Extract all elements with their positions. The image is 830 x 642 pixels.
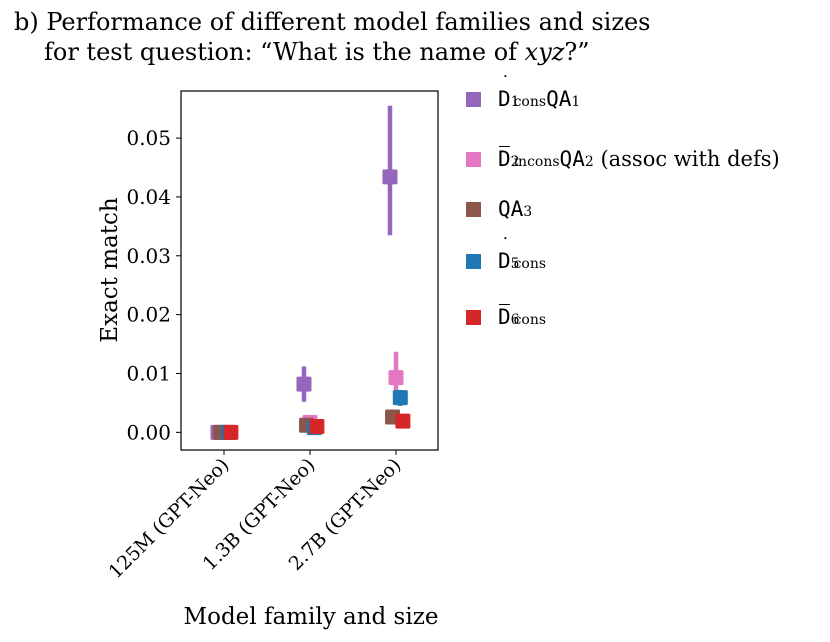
legend-label: D 6 cons [498,303,547,329]
data-point [296,376,312,392]
y-tick-label: 0.02 [126,303,171,327]
legend-label: D 2 incons QA 2 (assoc with defs) [498,145,780,171]
legend-superscript: cons [513,255,547,272]
legend-symbol: D [498,75,511,110]
legend-subscript: 5 [510,255,520,272]
legend-superscript: incons [513,153,560,170]
series [210,105,398,440]
x-axis-label: Model family and size [184,604,439,630]
y-tick-label: 0.03 [126,244,171,268]
data-point [388,370,404,386]
legend-subscript: 3 [523,203,533,220]
legend-suffix-subscript: 1 [571,93,581,110]
y-tick-label: 0.05 [126,126,171,150]
y-axis-label: Exact match [97,197,123,343]
legend-subscript: 6 [510,311,520,328]
data-point [309,418,325,434]
chart-title-line2: for test question: “What is the name of … [44,38,590,66]
legend-swatch [466,151,481,167]
legend-item: QA 3 [466,194,532,224]
legend-item: D 6 cons [466,302,546,332]
data-point [392,390,408,406]
legend-suffix: QA [559,146,585,171]
y-tick-label: 0.04 [126,185,171,209]
legend-symbol: QA [498,196,524,221]
legend-subscript: 2 [510,153,520,170]
legend-symbol: D [498,145,511,171]
data-point [382,169,398,185]
series [213,409,401,440]
y-tick-label: 0.01 [126,361,171,385]
series [223,413,411,440]
legend-symbol: D [498,237,511,272]
legend-superscript: cons [513,93,547,110]
y-tick-label: 0.00 [126,420,171,444]
title-line2-suffix: ?” [564,38,590,66]
legend-item: D 2 incons QA 2 (assoc with defs) [466,144,780,174]
legend-label: QA 3 [498,196,533,221]
legend-swatch [466,91,481,107]
legend-subscript: 1 [510,93,520,110]
legend-superscript: cons [513,311,547,328]
chart-title-line1: b) Performance of different model famili… [14,8,651,36]
legend-suffix-subscript: 2 [584,153,594,170]
legend-tail: (assoc with defs) [593,146,780,171]
legend-suffix: QA [546,86,572,111]
title-line2-prefix: for test question: “What is the name of [44,38,525,66]
title-line2-variable: xyz [524,38,565,66]
legend-swatch [466,309,481,325]
legend-swatch [466,201,481,217]
legend-swatch [466,253,481,269]
data-point [395,413,411,429]
data-point [223,424,239,440]
legend-symbol: D [498,303,511,329]
